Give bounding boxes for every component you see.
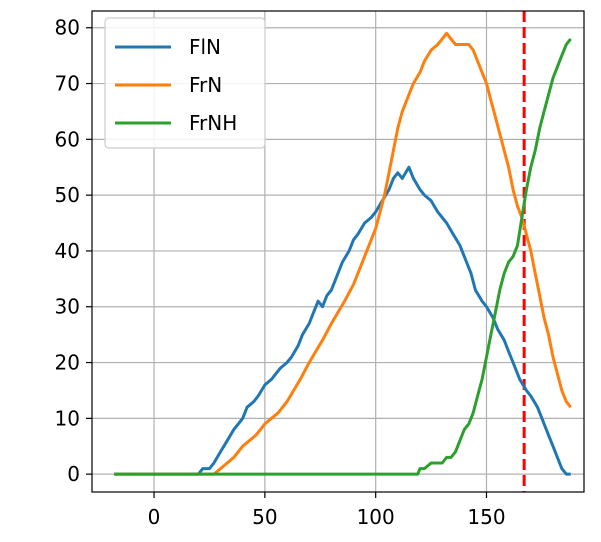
x-tick-label: 0 — [148, 505, 161, 529]
y-tick-label: 70 — [55, 72, 80, 96]
x-axis: 0 50 100 150 — [148, 492, 506, 529]
y-tick-label: 50 — [55, 183, 80, 207]
y-axis: 0 10 20 30 40 50 60 70 80 — [55, 16, 92, 486]
y-tick-label: 60 — [55, 127, 80, 151]
legend: FlN FrN FrNH — [104, 17, 266, 149]
series-line-fln — [114, 165, 571, 476]
series-layer — [114, 31, 572, 476]
x-tick-label: 150 — [467, 505, 505, 529]
legend-box — [104, 17, 266, 149]
x-tick-label: 50 — [252, 505, 277, 529]
series-line-frnh — [114, 37, 572, 476]
y-tick-label: 20 — [55, 351, 80, 375]
y-tick-label: 10 — [55, 406, 80, 430]
y-tick-label: 80 — [55, 16, 80, 40]
legend-label: FlN — [189, 35, 221, 59]
legend-label: FrN — [189, 73, 222, 97]
y-tick-label: 30 — [55, 295, 80, 319]
x-tick-label: 100 — [357, 505, 395, 529]
y-tick-label: 0 — [67, 462, 80, 486]
legend-label: FrNH — [189, 111, 237, 135]
y-tick-label: 40 — [55, 239, 80, 263]
